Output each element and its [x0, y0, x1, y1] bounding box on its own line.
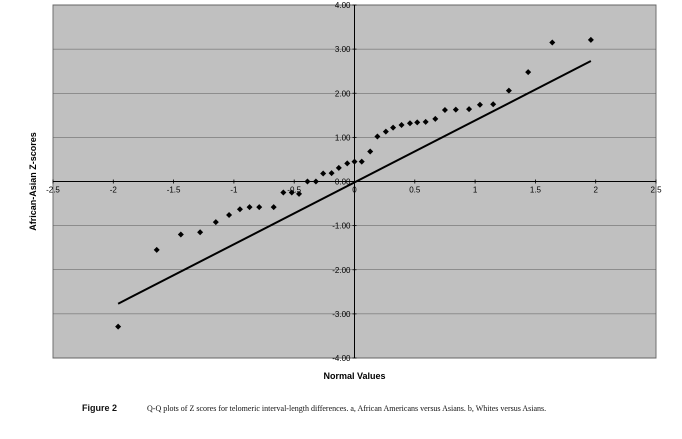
data-point — [320, 170, 327, 177]
data-point — [270, 204, 277, 211]
x-tick-label: -1.5 — [167, 186, 181, 195]
figure-label: Figure 2 — [82, 403, 118, 413]
x-tick-label: 0 — [352, 186, 357, 195]
data-point — [587, 36, 594, 43]
data-point — [256, 204, 263, 211]
data-point — [422, 118, 429, 125]
x-tick-label: -2.5 — [46, 186, 60, 195]
x-tick-label: 1.5 — [530, 186, 542, 195]
y-axis-title: African-Asian Z-scores — [28, 132, 38, 231]
data-point — [328, 170, 335, 177]
data-point — [414, 119, 421, 126]
y-tick-label: -4.00 — [332, 354, 351, 363]
y-tick-label: -3.00 — [332, 310, 351, 319]
x-axis-title: Normal Values — [323, 371, 385, 381]
data-point — [374, 133, 381, 140]
data-point — [367, 148, 374, 155]
data-point — [236, 206, 243, 213]
data-point — [476, 101, 483, 108]
data-point — [197, 229, 204, 236]
caption-text: Q-Q plots of Z scores for telomeric inte… — [147, 404, 547, 413]
x-tick-label: -1 — [230, 186, 238, 195]
x-tick-label: 2 — [593, 186, 598, 195]
data-point — [296, 190, 303, 197]
data-point — [115, 323, 122, 330]
data-point — [177, 231, 184, 238]
x-tick-label: 1 — [473, 186, 478, 195]
data-point — [226, 212, 233, 219]
y-tick-label: 1.00 — [335, 133, 351, 142]
data-point — [153, 246, 160, 253]
data-point — [212, 219, 219, 226]
data-point — [549, 39, 556, 46]
y-tick-label: -2.00 — [332, 266, 351, 275]
data-point — [304, 178, 311, 185]
data-point — [246, 204, 253, 211]
data-point — [406, 120, 413, 127]
x-tick-label: 0.5 — [409, 186, 421, 195]
y-tick-label: -1.00 — [332, 222, 351, 231]
data-point — [382, 128, 389, 135]
data-point — [452, 106, 459, 113]
y-tick-label: 0.00 — [335, 178, 351, 187]
data-point — [351, 158, 358, 165]
data-point — [398, 122, 405, 129]
y-tick-label: 3.00 — [335, 45, 351, 54]
data-point — [288, 189, 295, 196]
data-point — [525, 69, 532, 76]
data-point — [432, 115, 439, 122]
data-point — [358, 158, 365, 165]
data-point — [390, 124, 397, 131]
data-point — [505, 87, 512, 94]
data-point — [280, 189, 287, 196]
x-tick-label: 2.5 — [650, 186, 662, 195]
data-point — [335, 164, 342, 171]
y-tick-label: 4.00 — [335, 1, 351, 10]
x-tick-label: -2 — [110, 186, 118, 195]
data-point — [466, 106, 473, 113]
y-tick-labels: 4.00 3.00 2.00 1.00 0.00 -1.00 -2.00 -3.00 -4.00 — [332, 1, 357, 363]
data-points — [115, 36, 594, 330]
y-tick-label: 2.00 — [335, 89, 351, 98]
data-point — [344, 160, 351, 167]
data-point — [490, 101, 497, 108]
figure-caption: Figure 2 Q-Q plots of Z scores for telom… — [82, 403, 672, 413]
reference-line — [117, 60, 592, 305]
data-point — [441, 107, 448, 114]
x-tick-label: -0.5 — [287, 186, 301, 195]
data-point — [312, 178, 319, 185]
